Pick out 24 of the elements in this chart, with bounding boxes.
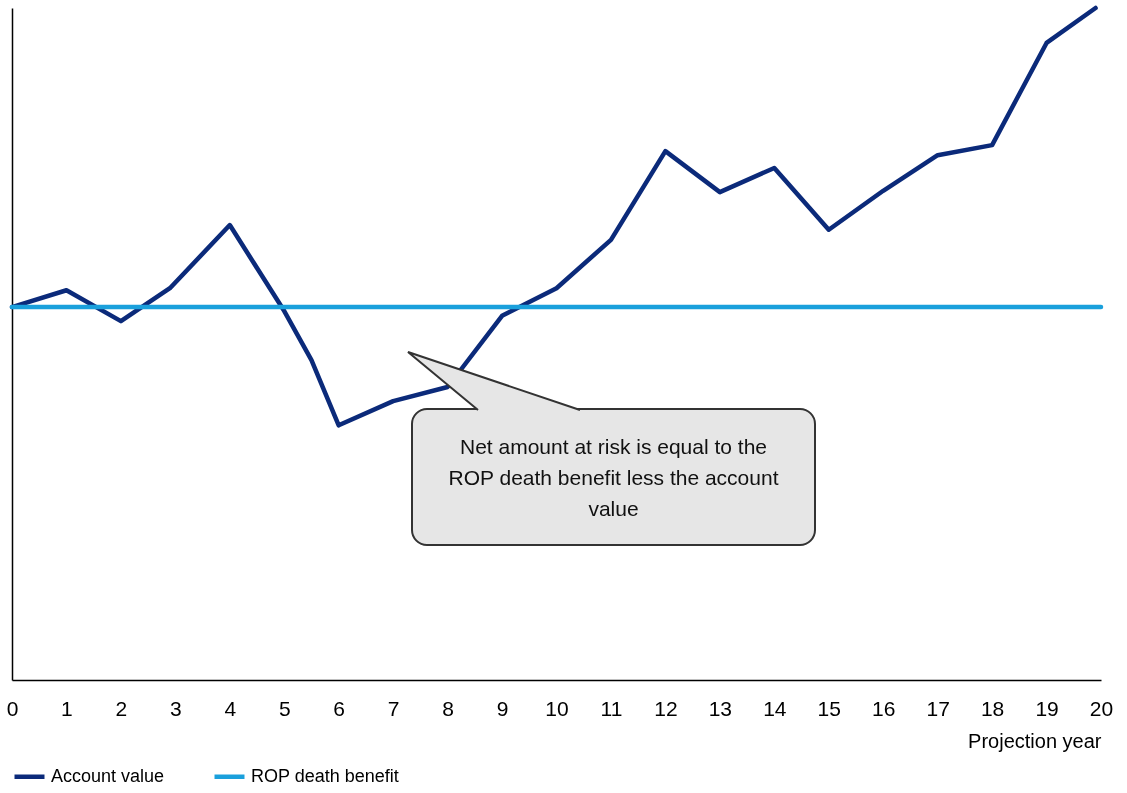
x-tick-label: 1 [61, 696, 73, 720]
x-tick-label: 6 [333, 696, 346, 720]
x-tick-label: 7 [387, 696, 400, 720]
x-tick-label: 4 [224, 696, 237, 720]
x-tick-label: 9 [496, 696, 509, 720]
x-tick-label: 18 [980, 696, 1005, 720]
x-tick-label: 12 [654, 696, 678, 720]
x-tick-label: 14 [763, 696, 787, 720]
x-tick-label: 16 [872, 696, 896, 720]
legend-label: Account value [51, 765, 165, 786]
x-tick-label: 8 [442, 696, 454, 720]
x-tick-label: 2 [115, 696, 128, 720]
x-tick-label: 3 [170, 696, 182, 720]
x-tick-label: 15 [817, 696, 841, 720]
x-tick-label: 19 [1035, 696, 1059, 720]
x-tick-label: 11 [600, 696, 623, 720]
legend-label: ROP death benefit [251, 765, 399, 786]
x-tick-label: 5 [278, 696, 291, 720]
x-tick-label: 20 [1089, 696, 1114, 720]
x-axis-title: Projection year [968, 729, 1102, 752]
x-tick-label: 0 [6, 696, 19, 720]
x-tick-label: 10 [545, 696, 569, 720]
x-tick-label: 17 [926, 696, 950, 720]
x-tick-label: 13 [708, 696, 733, 720]
